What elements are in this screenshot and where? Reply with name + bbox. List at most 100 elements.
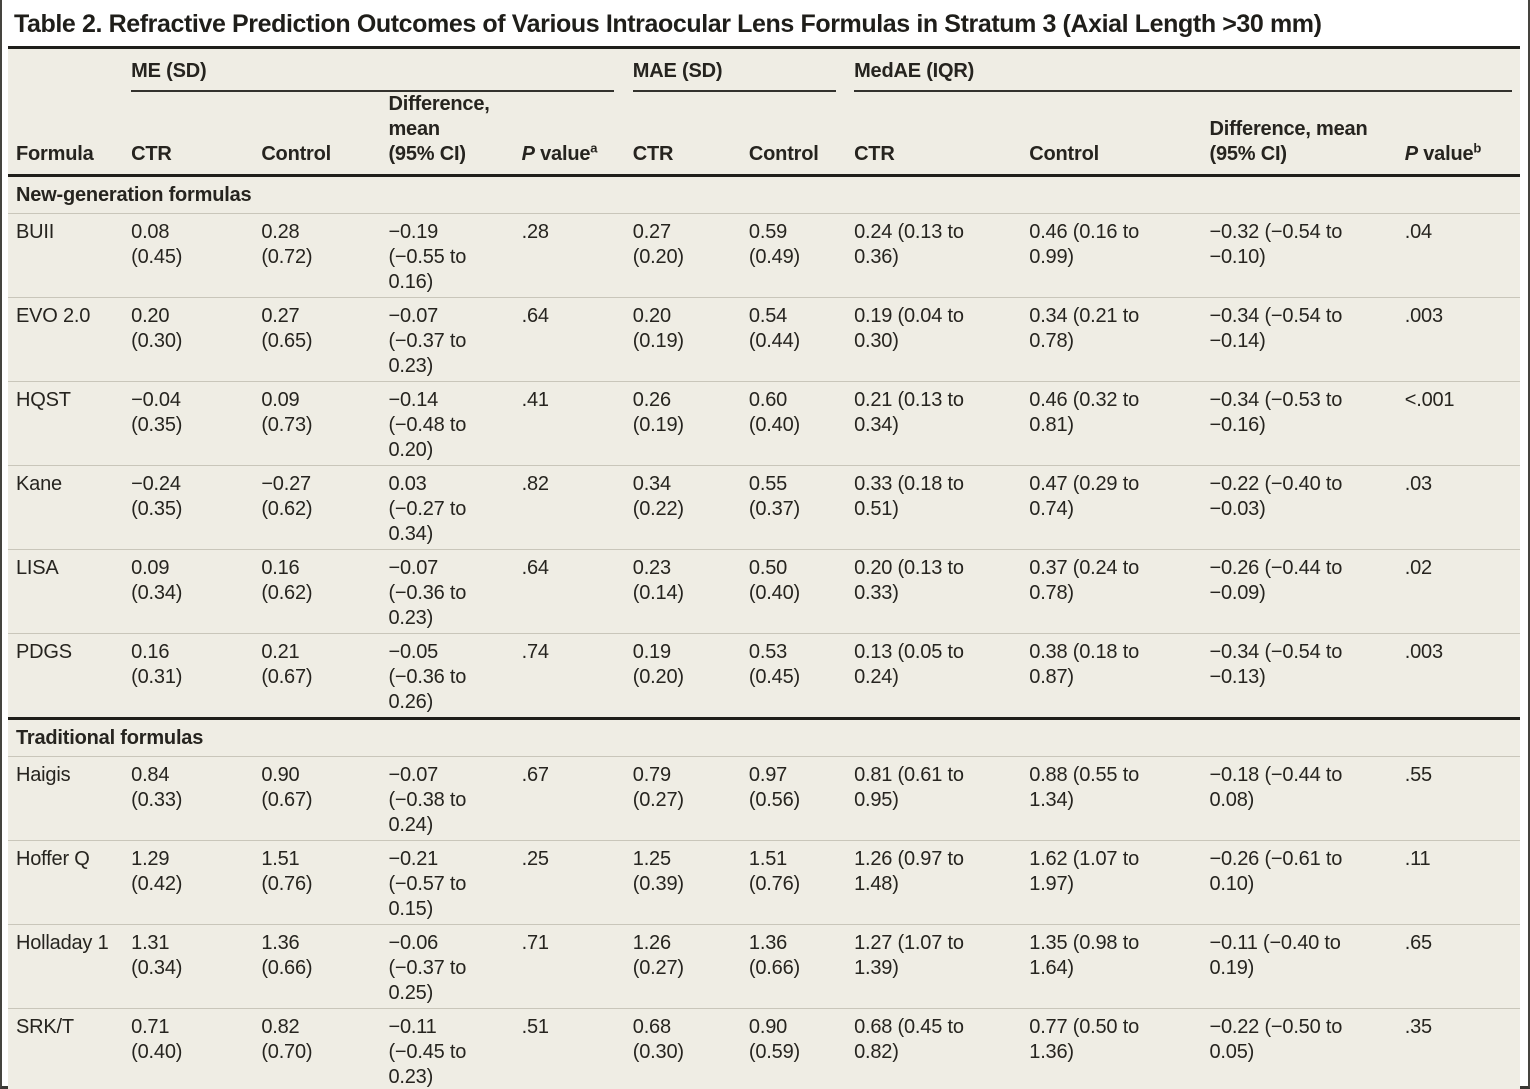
value-cell: .003 xyxy=(1404,297,1520,382)
table-row: Haigis 0.84 (0.33) 0.90 (0.67) −0.07 (−0.38… xyxy=(8,756,1520,841)
value-cell: 0.68 (0.45 to 0.82) xyxy=(854,1008,1030,1089)
value-cell: 0.90 (0.67) xyxy=(261,756,389,841)
value-cell: −0.06 (−0.37 to 0.25) xyxy=(388,924,522,1009)
value-cell: 0.47 (0.29 to 0.74) xyxy=(1029,465,1210,550)
footnote-a-marker: a xyxy=(590,140,598,156)
value-cell: 0.88 (0.55 to 1.34) xyxy=(1029,756,1210,841)
group-header-row: ME (SD) MAE (SD) MedAE (IQR) xyxy=(8,48,1520,93)
value-cell: 0.03 (−0.27 to 0.34) xyxy=(388,465,522,550)
value-cell: 0.27 (0.20) xyxy=(632,213,749,298)
value-cell: 0.46 (0.16 to 0.99) xyxy=(1029,213,1210,298)
value-cell: .71 xyxy=(521,924,633,1009)
value-cell: .04 xyxy=(1404,213,1520,298)
value-cell: 0.50 (0.40) xyxy=(748,549,855,634)
formula-cell: Kane xyxy=(8,465,132,550)
value-cell: −0.14 (−0.48 to 0.20) xyxy=(388,381,522,466)
value-cell: 0.46 (0.32 to 0.81) xyxy=(1029,381,1210,466)
table-row: SRK/T 0.71 (0.40) 0.82 (0.70) −0.11 (−0.45 … xyxy=(8,1008,1520,1089)
value-cell: 0.20 (0.19) xyxy=(632,297,749,382)
value-cell: .25 xyxy=(521,840,633,925)
value-cell: −0.22 (−0.50 to 0.05) xyxy=(1209,1008,1405,1089)
value-cell: −0.34 (−0.54 to −0.13) xyxy=(1209,633,1405,719)
formula-cell: EVO 2.0 xyxy=(8,297,132,382)
value-cell: 0.19 (0.20) xyxy=(632,633,749,719)
value-cell: 0.21 (0.13 to 0.34) xyxy=(854,381,1030,466)
table-body: New-generation formulas BUII 0.08 (0.45) 0.… xyxy=(8,174,1520,1089)
value-cell: 1.27 (1.07 to 1.39) xyxy=(854,924,1030,1009)
value-cell: .11 xyxy=(1404,840,1520,925)
group-me-label: ME (SD) xyxy=(131,59,614,92)
value-cell: 0.21 (0.67) xyxy=(261,633,389,719)
value-cell: .28 xyxy=(521,213,633,298)
col-mae-ctr: CTR xyxy=(632,92,749,177)
value-cell: .64 xyxy=(521,549,633,634)
group-mae-label: MAE (SD) xyxy=(632,59,837,92)
value-cell: .55 xyxy=(1404,756,1520,841)
value-cell: 0.60 (0.40) xyxy=(748,381,855,466)
value-cell: 0.84 (0.33) xyxy=(131,756,262,841)
p-italic: P xyxy=(1404,143,1418,165)
value-cell: 1.51 (0.76) xyxy=(748,840,855,925)
value-cell: −0.27 (0.62) xyxy=(261,465,389,550)
value-cell: .82 xyxy=(521,465,633,550)
group-me: ME (SD) xyxy=(131,48,633,92)
p-value-text: value xyxy=(534,143,591,165)
value-cell: −0.26 (−0.44 to −0.09) xyxy=(1209,549,1405,634)
value-cell: 0.20 (0.30) xyxy=(131,297,262,382)
col-me-p-value: P valuea xyxy=(521,92,633,177)
col-medae-difference: Difference, mean (95% CI) xyxy=(1209,92,1405,177)
value-cell: 1.31 (0.34) xyxy=(131,924,262,1009)
value-cell: −0.04 (0.35) xyxy=(131,381,262,466)
formula-cell: SRK/T xyxy=(8,1008,132,1089)
table-row: BUII 0.08 (0.45) 0.28 (0.72) −0.19 (−0.55 t… xyxy=(8,213,1520,298)
section-label: Traditional formulas xyxy=(8,717,1520,757)
value-cell: −0.26 (−0.61 to 0.10) xyxy=(1209,840,1405,925)
value-cell: .003 xyxy=(1404,633,1520,719)
formula-cell: BUII xyxy=(8,213,132,298)
value-cell: 0.90 (0.59) xyxy=(748,1008,855,1089)
value-cell: 0.34 (0.22) xyxy=(632,465,749,550)
footnote-b-marker: b xyxy=(1473,140,1482,156)
value-cell: .02 xyxy=(1404,549,1520,634)
p-italic: P xyxy=(521,143,535,165)
value-cell: 1.36 (0.66) xyxy=(261,924,389,1009)
group-spacer xyxy=(8,48,131,93)
col-medae-p-value: P valueb xyxy=(1404,92,1520,177)
value-cell: 0.24 (0.13 to 0.36) xyxy=(854,213,1030,298)
value-cell: 1.25 (0.39) xyxy=(632,840,749,925)
value-cell: 0.09 (0.34) xyxy=(131,549,262,634)
value-cell: −0.34 (−0.54 to −0.14) xyxy=(1209,297,1405,382)
value-cell: −0.07 (−0.38 to 0.24) xyxy=(388,756,522,841)
value-cell: 0.77 (0.50 to 1.36) xyxy=(1029,1008,1210,1089)
value-cell: 0.97 (0.56) xyxy=(748,756,855,841)
value-cell: 1.62 (1.07 to 1.97) xyxy=(1029,840,1210,925)
group-medae: MedAE (IQR) xyxy=(854,48,1520,92)
value-cell: 0.68 (0.30) xyxy=(632,1008,749,1089)
value-cell: 0.82 (0.70) xyxy=(261,1008,389,1089)
value-cell: −0.07 (−0.37 to 0.23) xyxy=(388,297,522,382)
value-cell: −0.21 (−0.57 to 0.15) xyxy=(388,840,522,925)
value-cell: .65 xyxy=(1404,924,1520,1009)
value-cell: 1.26 (0.97 to 1.48) xyxy=(854,840,1030,925)
col-mae-control: Control xyxy=(748,92,855,177)
table-row: EVO 2.0 0.20 (0.30) 0.27 (0.65) −0.07 (−0.3… xyxy=(8,297,1520,382)
value-cell: 0.53 (0.45) xyxy=(748,633,855,719)
value-cell: 0.08 (0.45) xyxy=(131,213,262,298)
col-medae-ctr: CTR xyxy=(854,92,1030,177)
value-cell: 0.09 (0.73) xyxy=(261,381,389,466)
value-cell: −0.11 (−0.45 to 0.23) xyxy=(388,1008,522,1089)
value-cell: .41 xyxy=(521,381,633,466)
value-cell: 0.27 (0.65) xyxy=(261,297,389,382)
value-cell: 1.35 (0.98 to 1.64) xyxy=(1029,924,1210,1009)
value-cell: .51 xyxy=(521,1008,633,1089)
value-cell: 1.29 (0.42) xyxy=(131,840,262,925)
value-cell: .67 xyxy=(521,756,633,841)
group-medae-label: MedAE (IQR) xyxy=(854,59,1512,92)
value-cell: −0.18 (−0.44 to 0.08) xyxy=(1209,756,1405,841)
table-row: LISA 0.09 (0.34) 0.16 (0.62) −0.07 (−0.36 t… xyxy=(8,549,1520,634)
value-cell: 0.26 (0.19) xyxy=(632,381,749,466)
value-cell: .35 xyxy=(1404,1008,1520,1089)
value-cell: .74 xyxy=(521,633,633,719)
section-label: New-generation formulas xyxy=(8,174,1520,214)
col-me-difference: Difference, mean (95% CI) xyxy=(388,92,522,177)
